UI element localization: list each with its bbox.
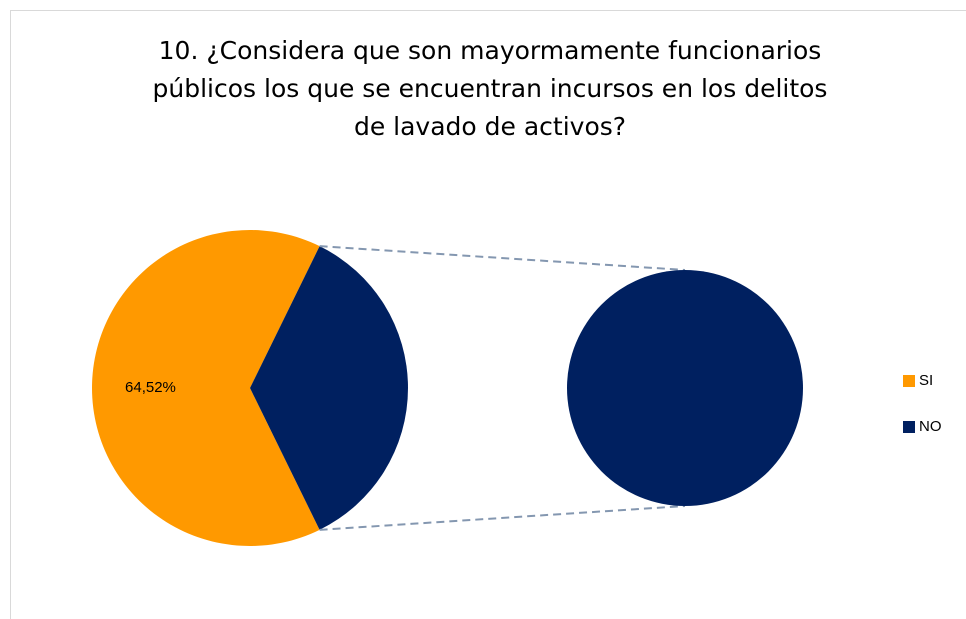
connector-line	[319, 505, 686, 531]
chart-title: de lavado de activos?	[354, 112, 626, 141]
legend-swatch	[903, 375, 915, 387]
pie-slice	[92, 230, 320, 546]
secondary-pie-slice	[567, 270, 803, 506]
pie-slice	[250, 246, 409, 530]
legend-swatch	[903, 421, 915, 433]
data-label: 64,52%	[125, 379, 176, 396]
connector-line	[319, 245, 686, 271]
legend-label: SI	[919, 372, 933, 389]
chart-title: 10. ¿Considera que son mayormamente func…	[159, 36, 822, 65]
legend-label: NO	[919, 418, 942, 435]
chart-title: públicos los que se encuentran incursos …	[153, 74, 828, 103]
